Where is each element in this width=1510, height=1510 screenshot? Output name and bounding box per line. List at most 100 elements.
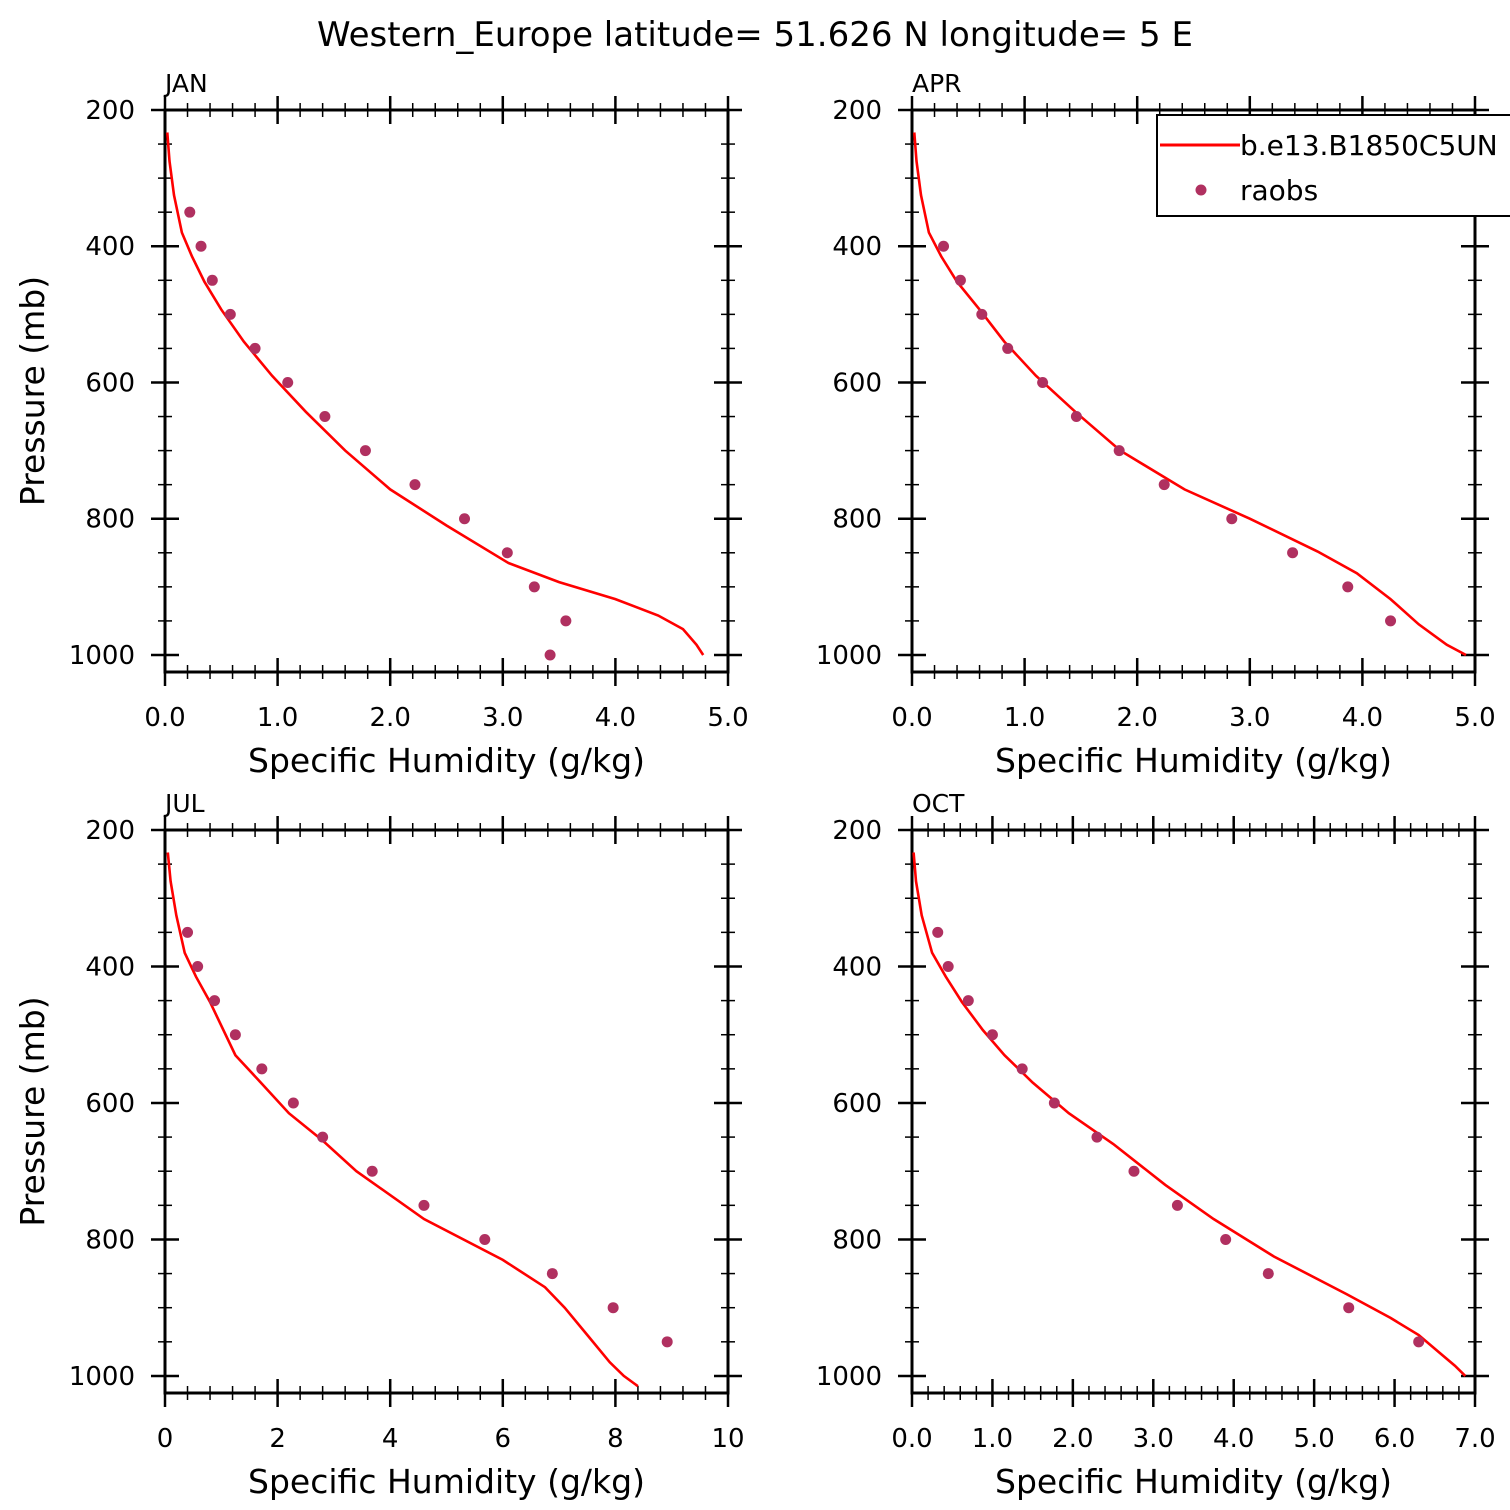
raobs-point	[1226, 513, 1238, 525]
raobs-point	[1070, 411, 1082, 423]
raobs-point	[1128, 1165, 1140, 1177]
raobs-point	[528, 581, 540, 593]
y-axis-label: Pressure (mb)	[13, 996, 52, 1226]
y-tick-label: 800	[85, 505, 135, 535]
y-tick-label: 1000	[69, 641, 135, 671]
panel-apr: APR 200 400 600 800 1000 0.0 1.0 2.0 3.0 4.0 5.0 Spe…	[816, 69, 1496, 780]
x-tick-label: 7.0	[1454, 1424, 1495, 1454]
raobs-point	[1091, 1131, 1103, 1143]
y-tick-label: 200	[85, 816, 135, 846]
raobs-point	[938, 240, 950, 252]
x-tick-label: 5.0	[1454, 703, 1495, 733]
model-line	[912, 852, 1467, 1377]
y-tick-label: 200	[832, 96, 882, 126]
raobs-point	[192, 960, 204, 972]
x-tick-label: 1.0	[257, 703, 298, 733]
y-tick-label: 400	[832, 952, 882, 982]
panel-title: JAN	[163, 69, 208, 98]
y-tick-label: 1000	[69, 1362, 135, 1392]
x-tick-label: 4.0	[595, 703, 636, 733]
panel-oct: OCT 200 400 600 800 1000 0.0 1.0 2.0 3.0 4.0 5.0 6.0…	[816, 789, 1496, 1501]
x-tick-label: 2	[269, 1424, 286, 1454]
y-tick-label: 600	[85, 368, 135, 398]
x-tick-label: 3.0	[482, 703, 523, 733]
x-tick-label: 5.0	[707, 703, 748, 733]
raobs-point	[546, 1268, 558, 1280]
raobs-point	[1113, 445, 1125, 457]
y-tick-label: 600	[85, 1089, 135, 1119]
raobs-point	[661, 1336, 673, 1348]
y-tick-label: 600	[832, 1089, 882, 1119]
raobs-point	[1287, 547, 1299, 559]
panel-jan: JAN 200 400 600 800 1000 0.0 1.0 2.0 3.0 4.0 5.0 Spe…	[13, 69, 749, 780]
x-tick-label: 1.0	[1004, 703, 1045, 733]
figure-title: Western_Europe latitude= 51.626 N longit…	[317, 15, 1193, 55]
raobs-point	[182, 926, 194, 938]
raobs-point	[962, 995, 974, 1007]
raobs-point	[1037, 376, 1049, 388]
raobs-point	[359, 445, 371, 457]
x-tick-label: 3.0	[1133, 1424, 1174, 1454]
raobs-point	[1343, 1302, 1355, 1314]
x-tick-label: 3.0	[1229, 703, 1270, 733]
x-tick-label: 2.0	[1117, 703, 1158, 733]
raobs-point	[976, 308, 988, 320]
raobs-point	[256, 1063, 268, 1075]
legend-box	[1156, 114, 1510, 217]
panel-title: APR	[912, 69, 962, 98]
raobs-point	[366, 1165, 378, 1177]
raobs-point	[229, 1029, 241, 1041]
raobs-point	[319, 411, 331, 423]
y-tick-label: 800	[832, 1225, 882, 1255]
raobs-point	[209, 995, 221, 1007]
raobs-point	[1413, 1336, 1425, 1348]
raobs-point	[282, 376, 294, 388]
x-axis-label: Specific Humidity (g/kg)	[248, 741, 645, 780]
raobs-point	[544, 649, 556, 661]
y-tick-label: 800	[85, 1225, 135, 1255]
model-line	[166, 132, 705, 656]
raobs-point	[479, 1233, 491, 1245]
y-tick-label: 1000	[816, 641, 882, 671]
raobs-point	[224, 308, 236, 320]
y-tick-label: 600	[832, 368, 882, 398]
x-tick-label: 1.0	[972, 1424, 1013, 1454]
x-tick-label: 2.0	[370, 703, 411, 733]
raobs-point	[1016, 1063, 1028, 1075]
raobs-point	[195, 240, 207, 252]
legend-obs-label: raobs	[1240, 174, 1318, 207]
raobs-point	[1262, 1268, 1274, 1280]
x-tick-label: 0.0	[891, 1424, 932, 1454]
plot-frame	[163, 108, 730, 674]
x-tick-label: 0	[157, 1424, 174, 1454]
y-tick-label: 400	[832, 232, 882, 262]
plot-frame	[910, 108, 1477, 674]
x-tick-label: 4	[382, 1424, 399, 1454]
raobs-point	[459, 513, 471, 525]
raobs-point	[501, 547, 513, 559]
panel-jul: JUL 200 400 600 800 1000 0 2 4 6 8 10 Specific Humid…	[13, 789, 745, 1501]
x-axis-label: Specific Humidity (g/kg)	[995, 741, 1392, 780]
panel-title: OCT	[912, 789, 965, 818]
y-tick-label: 800	[832, 505, 882, 535]
x-tick-label: 4.0	[1342, 703, 1383, 733]
legend-model-label: b.e13.B1850C5UN	[1240, 129, 1498, 162]
x-tick-label: 0.0	[891, 703, 932, 733]
raobs-point	[942, 960, 954, 972]
y-tick-label: 1000	[816, 1362, 882, 1392]
x-tick-label: 0.0	[144, 703, 185, 733]
y-tick-label: 400	[85, 952, 135, 982]
raobs-point	[418, 1199, 430, 1211]
plot-frame	[163, 828, 730, 1395]
raobs-point	[206, 274, 218, 286]
panel-title: JUL	[163, 789, 205, 818]
x-tick-label: 6.0	[1374, 1424, 1415, 1454]
y-tick-label: 200	[832, 816, 882, 846]
raobs-point	[954, 274, 966, 286]
legend-dot-swatch	[1195, 184, 1207, 196]
raobs-point	[409, 479, 421, 491]
raobs-point	[1158, 479, 1170, 491]
x-tick-label: 5.0	[1293, 1424, 1334, 1454]
raobs-point	[1342, 581, 1354, 593]
raobs-point	[1385, 615, 1397, 627]
